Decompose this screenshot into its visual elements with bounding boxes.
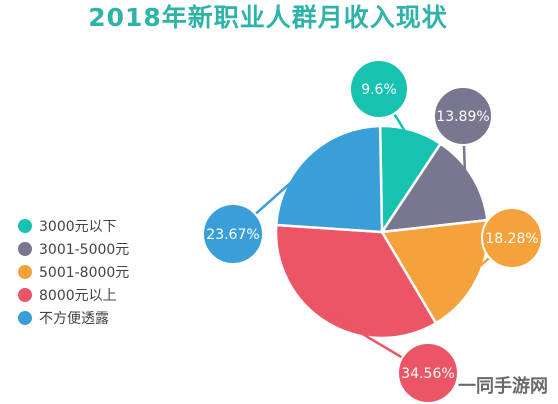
data-label: 9.6% — [361, 82, 397, 98]
data-label: 13.89% — [436, 109, 489, 125]
legend-marker — [18, 311, 32, 325]
data-label-bubble — [202, 203, 264, 265]
legend-marker — [18, 219, 32, 233]
legend-label: 8000元以上 — [39, 288, 117, 304]
data-label-bubbles: 9.6% 13.89% 18.28% 34.56% 23.67% — [202, 59, 543, 404]
data-label-bubble — [349, 59, 409, 119]
pie-slice — [274, 124, 384, 234]
legend-marker — [18, 265, 32, 279]
pie-slice — [274, 223, 438, 340]
data-label-bubble — [481, 207, 543, 269]
chart-title: 2018年新职业人群月收入现状 — [88, 3, 448, 32]
data-label: 34.56% — [401, 366, 454, 382]
data-label-bubble — [433, 86, 493, 146]
data-label-bubble — [397, 342, 459, 404]
data-label: 18.28% — [485, 231, 538, 247]
legend-label: 5001-8000元 — [39, 265, 129, 281]
pie-slices — [274, 124, 490, 340]
data-label: 23.67% — [206, 227, 259, 243]
watermark-text: 一同手游网 — [458, 375, 548, 397]
legend-label: 3000元以下 — [39, 219, 117, 235]
legend-marker — [18, 242, 32, 256]
pie-slice — [379, 141, 489, 234]
legend-label: 不方便透露 — [39, 311, 109, 327]
legend-label: 3001-5000元 — [39, 242, 129, 258]
legend-marker — [18, 288, 32, 302]
